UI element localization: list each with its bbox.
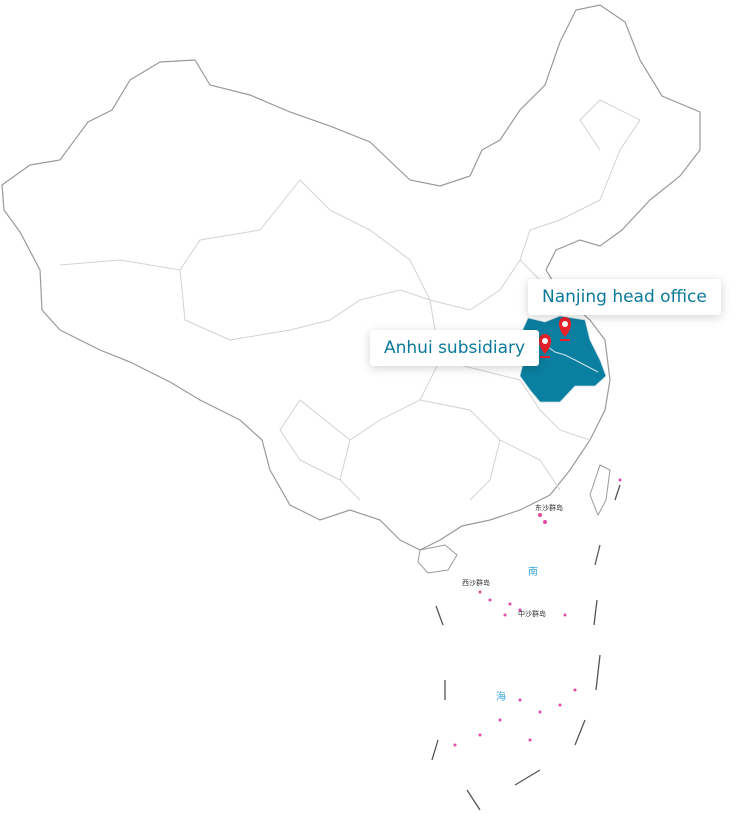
xisha-label: 西沙群岛 (462, 578, 490, 587)
hainan-island (417, 544, 458, 574)
sea-label-hai: 海 (496, 690, 506, 703)
dongsha-label: 东沙群岛 (535, 503, 563, 512)
island-dots (453, 478, 622, 747)
map-pin-icon[interactable] (558, 317, 572, 341)
map-pin-icon[interactable] (538, 334, 552, 358)
sea-label-south: 南 (528, 565, 538, 578)
marker-label-nanjing: Nanjing head office (528, 279, 721, 315)
zhongsha-label: 中沙群岛 (518, 609, 546, 618)
marker-label-anhui: Anhui subsidiary (370, 330, 540, 366)
taiwan-island (589, 464, 611, 517)
country-outline (1, 4, 701, 551)
boundary-dashes (431, 484, 621, 811)
